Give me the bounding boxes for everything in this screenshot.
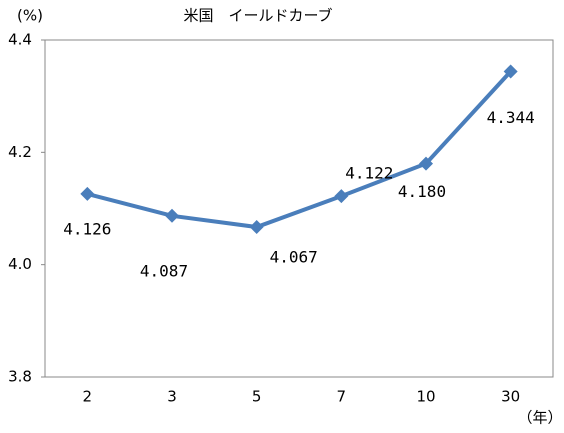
x-tick-label: 3	[167, 388, 177, 406]
x-tick-label: 5	[252, 388, 262, 406]
y-tick-label: 4.4	[8, 31, 32, 49]
y-tick-label: 4.0	[8, 255, 32, 273]
value-label: 4.126	[63, 219, 111, 238]
y-tick-label: 4.2	[8, 143, 32, 161]
value-label: 4.067	[270, 248, 318, 267]
marker	[249, 220, 264, 235]
x-tick-label: 2	[83, 388, 93, 406]
marker	[503, 64, 518, 79]
x-tick-label: 10	[416, 388, 435, 406]
marker	[80, 186, 95, 201]
value-label: 4.122	[345, 164, 393, 183]
y-tick-label: 3.8	[8, 368, 32, 386]
y-axis-label: (%)	[17, 7, 43, 25]
plot-area	[44, 39, 554, 378]
value-label: 4.087	[140, 261, 188, 280]
value-label: 4.344	[487, 108, 535, 127]
marker	[334, 189, 349, 204]
line	[86, 70, 513, 230]
chart-title: 米国 イールドカーブ	[183, 7, 332, 25]
value-label: 4.180	[398, 182, 446, 201]
x-tick-label: 30	[501, 388, 520, 406]
marker	[419, 156, 433, 171]
x-axis-label: （年）	[517, 409, 562, 427]
marker	[165, 208, 179, 223]
x-tick-label: 7	[337, 388, 347, 406]
